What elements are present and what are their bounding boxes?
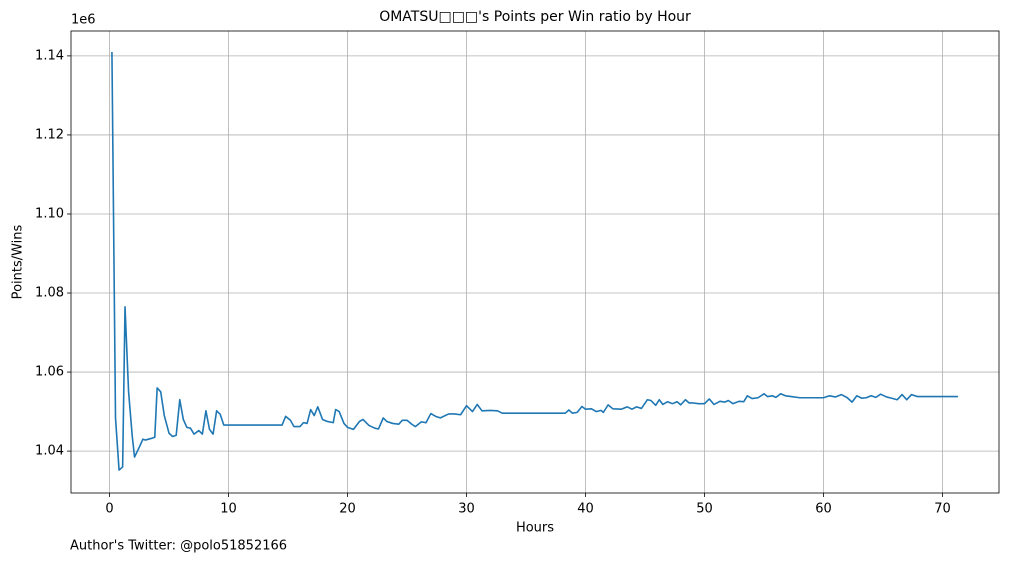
y-tick-label: 1.06 bbox=[35, 365, 64, 380]
data-line bbox=[111, 51, 958, 471]
footer: Author's Twitter: @polo51852166 bbox=[70, 539, 287, 554]
x-tick-label: 50 bbox=[696, 502, 713, 517]
plot-frame bbox=[70, 30, 1000, 494]
y-axis-label: Points/Wins bbox=[11, 224, 26, 299]
x-tick-label: 40 bbox=[577, 502, 594, 517]
x-axis-label: Hours bbox=[516, 521, 554, 536]
y-offset-label: 1e6 bbox=[71, 13, 96, 28]
x-tick-label: 70 bbox=[934, 502, 951, 517]
y-tick-label: 1.10 bbox=[35, 206, 64, 221]
y-tick-label: 1.12 bbox=[35, 127, 64, 142]
chart-title: OMATSU□□□'s Points per Win ratio by Hour bbox=[379, 9, 691, 25]
x-tick-label: 60 bbox=[815, 502, 832, 517]
y-tick-label: 1.04 bbox=[35, 444, 64, 459]
x-tick-label: 0 bbox=[105, 502, 113, 517]
y-tick-label: 1.08 bbox=[35, 286, 64, 301]
x-tick-label: 10 bbox=[220, 502, 237, 517]
x-tick-label: 20 bbox=[339, 502, 356, 517]
y-tick-label: 1.14 bbox=[35, 48, 64, 63]
x-tick-label: 30 bbox=[458, 502, 475, 517]
